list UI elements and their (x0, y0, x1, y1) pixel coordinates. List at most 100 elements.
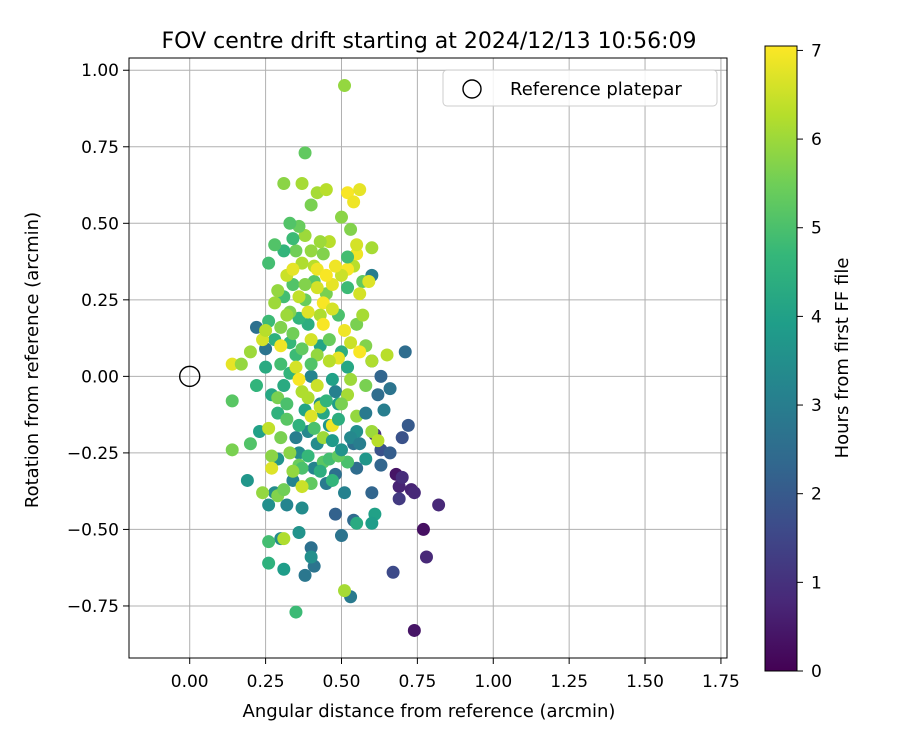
y-tick-label: 0.75 (81, 138, 119, 158)
data-point (353, 437, 367, 451)
data-point (304, 369, 318, 383)
data-point (319, 394, 333, 408)
y-tick-label: −0.25 (67, 444, 119, 464)
x-tick-label: 1.25 (550, 672, 588, 692)
data-point (328, 259, 342, 273)
data-point (316, 247, 330, 261)
x-tick-label: 1.75 (702, 672, 740, 692)
colorbar-tick-label: 2 (811, 485, 822, 505)
data-point (338, 79, 352, 93)
y-tick-label: 0.25 (81, 291, 119, 311)
data-point (334, 397, 348, 411)
data-point (304, 550, 318, 564)
data-point (325, 372, 339, 386)
data-point (277, 379, 291, 393)
data-point (304, 357, 318, 371)
data-point (338, 323, 352, 337)
colorbar-tick-label: 1 (811, 573, 822, 593)
data-point (298, 568, 312, 582)
data-point (301, 305, 315, 319)
data-point (295, 256, 309, 270)
data-point (262, 421, 276, 435)
data-point (401, 418, 415, 432)
data-point (271, 406, 285, 420)
data-point (365, 241, 379, 255)
data-point (289, 360, 303, 374)
data-point (392, 492, 406, 506)
data-point (262, 498, 276, 512)
data-point (341, 388, 355, 402)
data-point (322, 333, 336, 347)
data-point (289, 431, 303, 445)
data-point (262, 256, 276, 270)
data-point (377, 403, 391, 417)
reference-platepar-marker (179, 365, 201, 388)
data-point (347, 195, 361, 209)
data-point (419, 550, 433, 564)
data-point (353, 345, 367, 359)
data-point (338, 584, 352, 598)
data-point (353, 287, 367, 301)
colorbar-tick-label: 3 (811, 396, 822, 416)
x-axis-ticks: 0.00 0.25 0.50 0.75 1.00 1.25 1.50 1.75 (171, 658, 740, 692)
x-tick-label: 0.00 (171, 672, 209, 692)
data-point (407, 486, 421, 500)
data-point (359, 379, 373, 393)
data-point (277, 244, 291, 258)
grid-lines (129, 58, 727, 658)
data-point (328, 385, 342, 399)
data-point (334, 443, 348, 457)
data-point (331, 412, 345, 426)
colorbar-ticks: 0 1 2 3 4 5 6 7 (797, 41, 822, 682)
colorbar-tick-label: 6 (811, 130, 822, 150)
data-point (286, 232, 300, 246)
x-axis-label: Angular distance from reference (arcmin) (243, 701, 616, 722)
data-point (304, 244, 318, 258)
data-point (325, 302, 339, 316)
data-point (322, 354, 336, 368)
legend-marker (462, 79, 482, 99)
reference-marker (179, 365, 201, 388)
data-point (365, 354, 379, 368)
colorbar-tick-label: 0 (811, 662, 822, 682)
data-point (268, 238, 282, 252)
colorbar-gradient (764, 45, 798, 672)
data-point (298, 229, 312, 243)
data-point (265, 461, 279, 475)
x-tick-label: 0.25 (247, 672, 285, 692)
data-point (407, 623, 421, 637)
data-point (350, 461, 364, 475)
data-point (322, 235, 336, 249)
data-point (341, 250, 355, 264)
data-point (344, 431, 358, 445)
y-axis-ticks: −0.75 −0.50 −0.25 0.00 0.25 0.50 0.75 1.00 (67, 61, 129, 617)
data-point (365, 486, 379, 500)
data-point (274, 339, 288, 353)
data-point (380, 348, 394, 362)
data-point (295, 501, 309, 515)
data-point (334, 268, 348, 282)
data-point (319, 268, 333, 282)
data-point (313, 235, 327, 249)
data-point (304, 541, 318, 555)
data-point (280, 412, 294, 426)
data-point (286, 278, 300, 292)
data-point (341, 186, 355, 200)
data-point (301, 449, 315, 463)
data-point (310, 281, 324, 295)
data-point (240, 473, 254, 487)
y-tick-label: −0.50 (67, 520, 119, 540)
colorbar-tick-label: 5 (811, 219, 822, 239)
data-point (319, 183, 333, 197)
plot-frame (128, 57, 728, 659)
data-point (259, 360, 273, 374)
data-point (271, 284, 285, 298)
data-point (395, 470, 409, 484)
data-point (271, 391, 285, 405)
y-tick-label: 1.00 (81, 61, 119, 81)
colorbar-label: Hours from first FF file (832, 258, 853, 459)
data-point (280, 308, 294, 322)
data-point (277, 483, 291, 497)
data-point (304, 409, 318, 423)
data-point (289, 244, 303, 258)
